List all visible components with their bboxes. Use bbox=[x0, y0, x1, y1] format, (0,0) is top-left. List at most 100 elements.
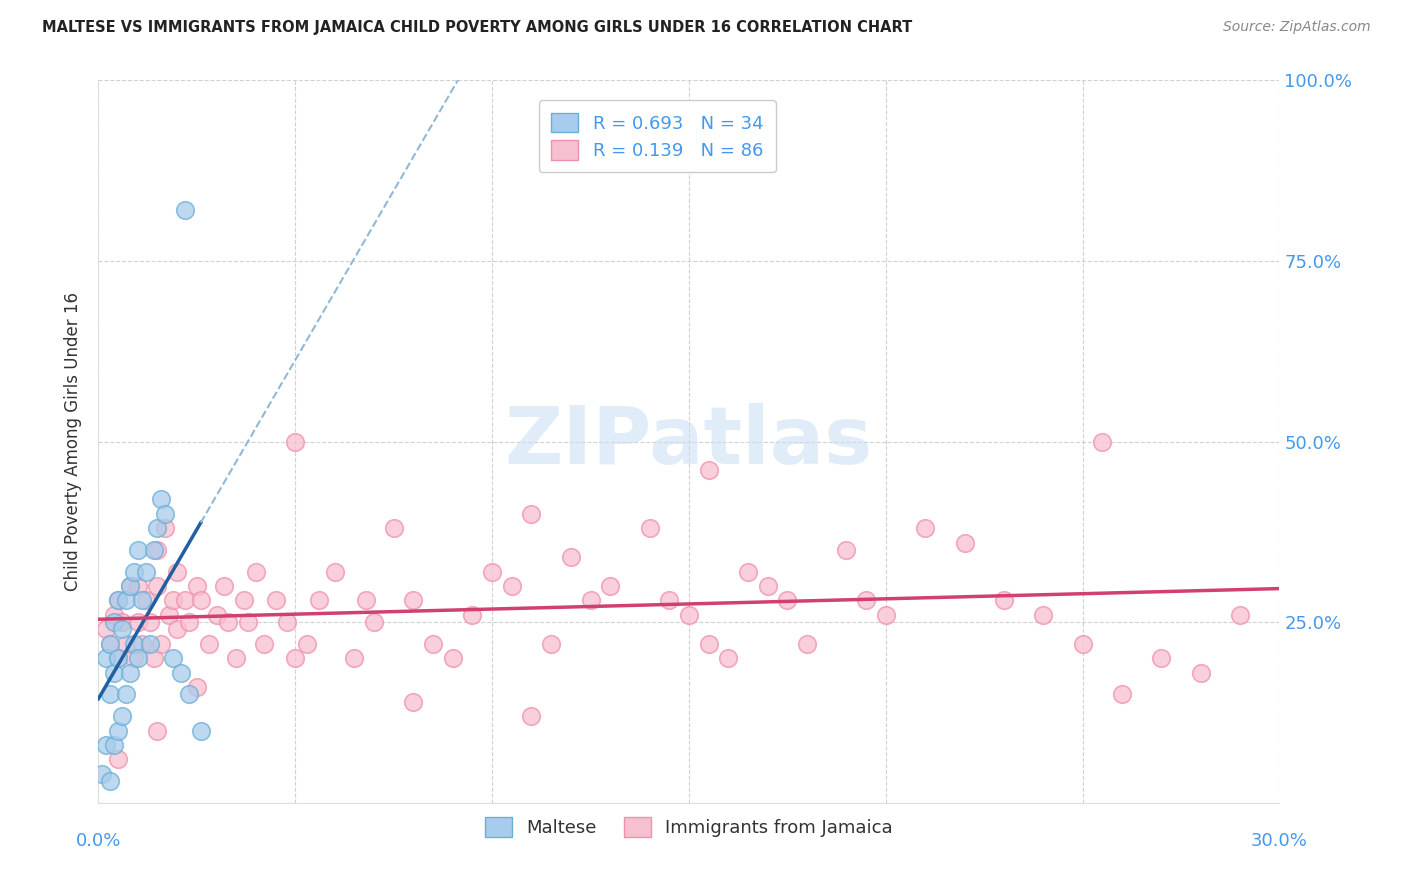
Point bbox=[697, 463, 720, 477]
Point bbox=[127, 579, 149, 593]
Point bbox=[98, 637, 121, 651]
Point bbox=[225, 651, 247, 665]
Point bbox=[382, 521, 405, 535]
Point bbox=[186, 579, 208, 593]
Point bbox=[107, 752, 129, 766]
Point bbox=[461, 607, 484, 622]
Point bbox=[155, 521, 177, 535]
Point bbox=[127, 542, 149, 557]
Point bbox=[402, 695, 425, 709]
Text: ZIPatlas: ZIPatlas bbox=[505, 402, 873, 481]
Point bbox=[174, 593, 197, 607]
Text: 0.0%: 0.0% bbox=[76, 831, 121, 850]
Point bbox=[264, 593, 287, 607]
Point bbox=[118, 579, 141, 593]
Point bbox=[166, 565, 188, 579]
Point bbox=[835, 542, 858, 557]
Point bbox=[233, 593, 256, 607]
Point bbox=[354, 593, 377, 607]
Point bbox=[150, 492, 173, 507]
Point bbox=[1111, 687, 1133, 701]
Point bbox=[103, 738, 125, 752]
Point bbox=[135, 593, 157, 607]
Point bbox=[115, 687, 138, 701]
Point bbox=[91, 767, 114, 781]
Point bbox=[560, 550, 582, 565]
Point bbox=[142, 542, 165, 557]
Point bbox=[697, 637, 720, 651]
Point bbox=[177, 687, 200, 701]
Point bbox=[678, 607, 700, 622]
Point bbox=[520, 507, 543, 521]
Point bbox=[118, 665, 141, 680]
Point bbox=[953, 535, 976, 549]
Point bbox=[1071, 637, 1094, 651]
Point bbox=[96, 651, 118, 665]
Point bbox=[174, 203, 197, 218]
Point bbox=[363, 615, 385, 630]
Point bbox=[107, 651, 129, 665]
Point bbox=[190, 723, 212, 738]
Point bbox=[402, 593, 425, 607]
Point bbox=[162, 651, 184, 665]
Point bbox=[146, 542, 169, 557]
Point bbox=[122, 565, 145, 579]
Point bbox=[111, 709, 134, 723]
Point bbox=[197, 637, 219, 651]
Point bbox=[236, 615, 259, 630]
Point bbox=[107, 651, 129, 665]
Point bbox=[107, 723, 129, 738]
Point bbox=[142, 651, 165, 665]
Legend: Maltese, Immigrants from Jamaica: Maltese, Immigrants from Jamaica bbox=[478, 810, 900, 845]
Point bbox=[96, 623, 118, 637]
Text: 30.0%: 30.0% bbox=[1251, 831, 1308, 850]
Point bbox=[146, 521, 169, 535]
Point bbox=[127, 615, 149, 630]
Point bbox=[115, 593, 138, 607]
Point bbox=[205, 607, 228, 622]
Point bbox=[177, 615, 200, 630]
Point bbox=[481, 565, 503, 579]
Point bbox=[155, 507, 177, 521]
Point bbox=[855, 593, 877, 607]
Point bbox=[245, 565, 267, 579]
Point bbox=[157, 607, 180, 622]
Point bbox=[98, 687, 121, 701]
Point bbox=[776, 593, 799, 607]
Point bbox=[717, 651, 740, 665]
Point bbox=[737, 565, 759, 579]
Point bbox=[107, 593, 129, 607]
Text: Source: ZipAtlas.com: Source: ZipAtlas.com bbox=[1223, 20, 1371, 34]
Point bbox=[599, 579, 621, 593]
Point bbox=[111, 623, 134, 637]
Point bbox=[214, 579, 236, 593]
Point bbox=[520, 709, 543, 723]
Point bbox=[122, 637, 145, 651]
Point bbox=[756, 579, 779, 593]
Point bbox=[186, 680, 208, 694]
Point bbox=[579, 593, 602, 607]
Y-axis label: Child Poverty Among Girls Under 16: Child Poverty Among Girls Under 16 bbox=[65, 292, 83, 591]
Point bbox=[796, 637, 818, 651]
Point bbox=[170, 665, 193, 680]
Point bbox=[295, 637, 318, 651]
Point bbox=[127, 651, 149, 665]
Point bbox=[1032, 607, 1054, 622]
Point bbox=[150, 637, 173, 651]
Point bbox=[98, 774, 121, 789]
Point bbox=[190, 593, 212, 607]
Point bbox=[501, 579, 523, 593]
Point bbox=[993, 593, 1015, 607]
Point bbox=[103, 615, 125, 630]
Point bbox=[276, 615, 298, 630]
Point bbox=[308, 593, 330, 607]
Point bbox=[131, 593, 153, 607]
Point bbox=[111, 615, 134, 630]
Point bbox=[138, 637, 160, 651]
Point bbox=[253, 637, 276, 651]
Point bbox=[914, 521, 936, 535]
Point bbox=[135, 565, 157, 579]
Point bbox=[98, 637, 121, 651]
Point bbox=[146, 579, 169, 593]
Point bbox=[1189, 665, 1212, 680]
